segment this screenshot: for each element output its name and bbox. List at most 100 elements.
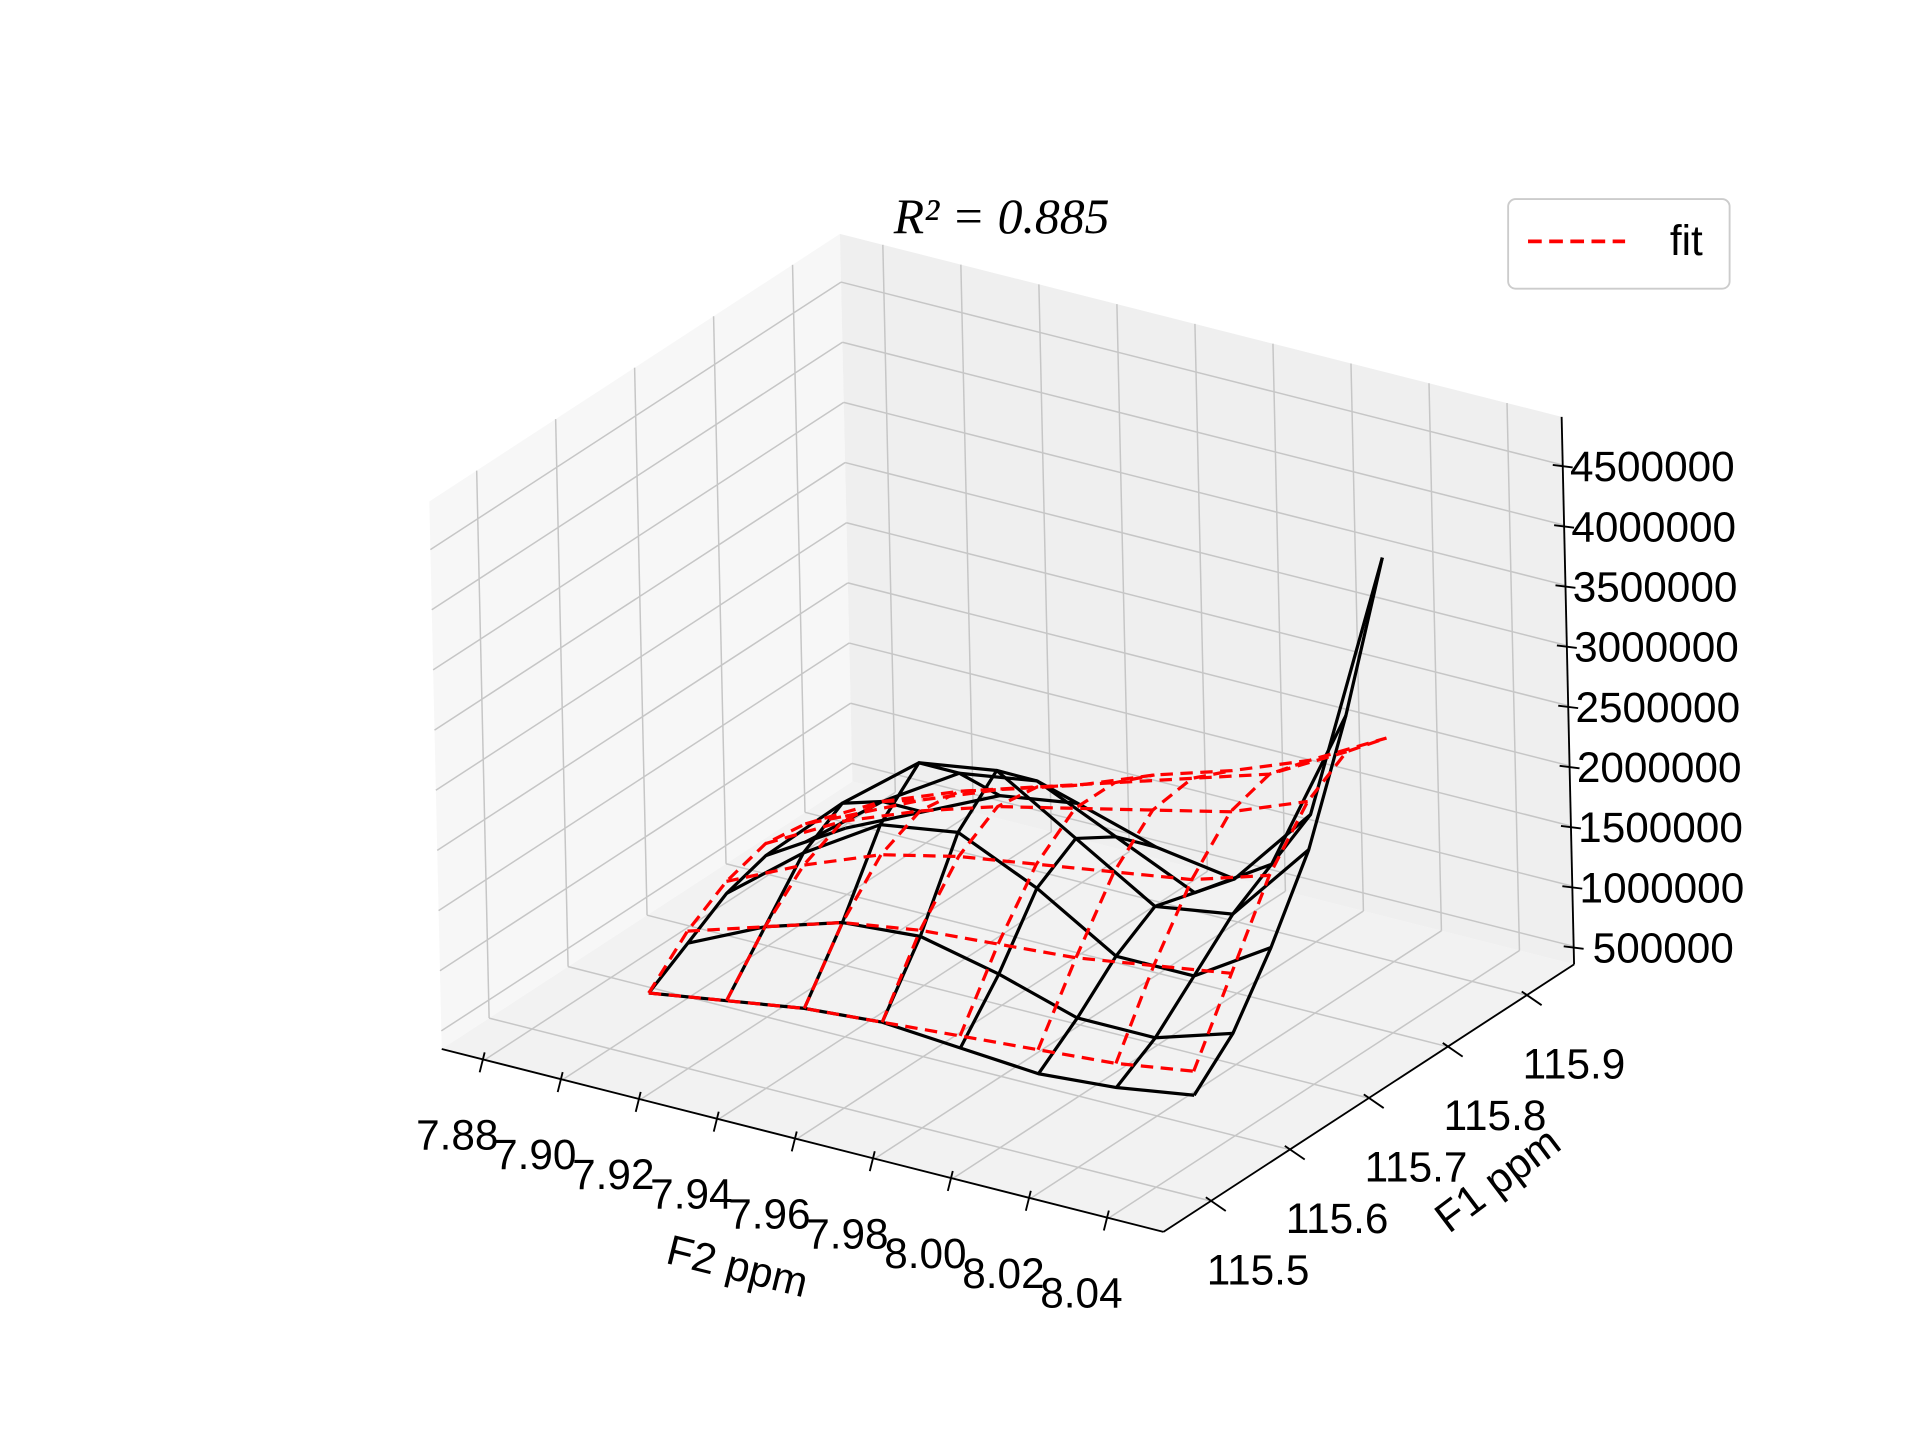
grid-line: [712, 316, 727, 864]
grid-line: [1194, 323, 1209, 872]
wireframe-1: [647, 736, 1387, 1073]
wire-row: [726, 853, 1270, 883]
wire-column: [958, 773, 1155, 1037]
wire-column: [1036, 769, 1233, 1051]
grid-line: [435, 522, 847, 791]
x-tick-label: 7.92: [572, 1151, 654, 1198]
grid-line: [1428, 383, 1443, 931]
wire-column: [802, 787, 1000, 1010]
grid-line: [843, 401, 1566, 587]
wire-column: [1037, 877, 1236, 1075]
z-tick: [1563, 945, 1584, 950]
grid-line: [1350, 363, 1365, 911]
x-tick-label: 8.00: [884, 1230, 966, 1277]
x-tick: [868, 1151, 876, 1172]
wire-column: [1192, 736, 1387, 1072]
back-pane: [839, 233, 1575, 965]
grid-line: [646, 914, 1369, 1099]
wire-row: [844, 736, 1387, 818]
grid-line: [1038, 284, 1053, 832]
grid-line: [488, 1017, 1212, 1202]
wire-row: [687, 920, 1232, 975]
grid-line: [1272, 343, 1287, 892]
z-tick-label: 3500000: [1573, 563, 1738, 610]
legend-box: [1507, 198, 1731, 290]
wire-column: [880, 783, 1078, 1023]
z-tick-label: 4000000: [1571, 503, 1736, 550]
grid-line: [438, 642, 850, 912]
grid-line: [960, 264, 975, 813]
grid-line: [1116, 304, 1131, 852]
grid-line: [431, 341, 843, 611]
y-tick-label: 115.7: [1365, 1143, 1468, 1190]
x-tick-label: 7.94: [650, 1171, 732, 1218]
x-axis-label: F2 ppm: [662, 1226, 813, 1306]
x-tick: [790, 1131, 798, 1152]
y-tick-label: 115.6: [1286, 1195, 1389, 1242]
x-tick: [478, 1052, 486, 1073]
wire-column: [1192, 557, 1384, 1097]
grid-line: [840, 281, 1563, 466]
y-tick-label: 115.9: [1523, 1041, 1626, 1088]
z-tick: [1552, 464, 1573, 469]
x-tick: [712, 1111, 720, 1132]
y-tick: [1284, 1145, 1306, 1161]
z-tick: [1556, 644, 1577, 649]
grid-line: [842, 341, 1565, 526]
grid-line: [436, 582, 849, 852]
grid-line: [725, 863, 1448, 1048]
wire-column: [880, 768, 1079, 1023]
x-tick-label: 7.98: [806, 1210, 888, 1257]
grid-line: [432, 401, 845, 671]
x-tick: [1102, 1210, 1110, 1231]
wire-column: [958, 835, 1157, 1049]
wire-column: [1114, 758, 1310, 1064]
z-tick: [1560, 825, 1582, 830]
wire-row: [648, 991, 1194, 1073]
axis-line: [1560, 416, 1576, 965]
z-tick: [1554, 524, 1575, 529]
wire-row: [725, 822, 1272, 978]
z-tick: [1558, 704, 1579, 710]
z-tick-label: 500000: [1593, 924, 1734, 971]
wire-row: [804, 714, 1348, 895]
grid-line: [440, 762, 853, 1032]
z-tick-label: 3000000: [1574, 624, 1739, 671]
grid-line: [882, 244, 897, 793]
wire-column: [802, 761, 1001, 1010]
grid-line: [475, 470, 490, 1019]
grid-line: [847, 582, 1570, 767]
wire-column: [725, 798, 923, 1002]
x-tick: [634, 1091, 642, 1113]
grid-line: [849, 642, 1572, 827]
grid-line: [434, 461, 846, 731]
z-tick-label: 2500000: [1575, 684, 1740, 731]
grid-line: [846, 522, 1569, 707]
grid-line: [791, 264, 806, 813]
grid-line: [429, 281, 842, 551]
y-tick: [1442, 1042, 1464, 1058]
axis-line: [441, 1048, 1164, 1233]
x-tick: [556, 1071, 564, 1093]
legend-label: fit: [1670, 217, 1703, 264]
x-tick-label: 8.04: [1040, 1270, 1122, 1317]
grid-line: [1506, 402, 1521, 951]
x-tick: [946, 1170, 954, 1192]
x-tick-label: 7.96: [728, 1191, 810, 1238]
y-tick-label: 115.5: [1207, 1246, 1310, 1293]
y-tick-label: 115.8: [1444, 1092, 1547, 1139]
x-tick-label: 8.02: [962, 1250, 1044, 1297]
z-tick-label: 4500000: [1570, 443, 1735, 490]
wireframe-0: [647, 557, 1384, 1097]
chart-title: R² = 0.885: [893, 189, 1110, 244]
z-tick: [1555, 584, 1576, 589]
grid-line: [439, 702, 851, 972]
wire-row: [845, 557, 1384, 881]
x-tick: [1024, 1190, 1032, 1211]
grid-line: [850, 702, 1573, 887]
z-tick: [1562, 885, 1583, 890]
grid-line: [633, 367, 648, 916]
wire-row: [764, 761, 1310, 916]
